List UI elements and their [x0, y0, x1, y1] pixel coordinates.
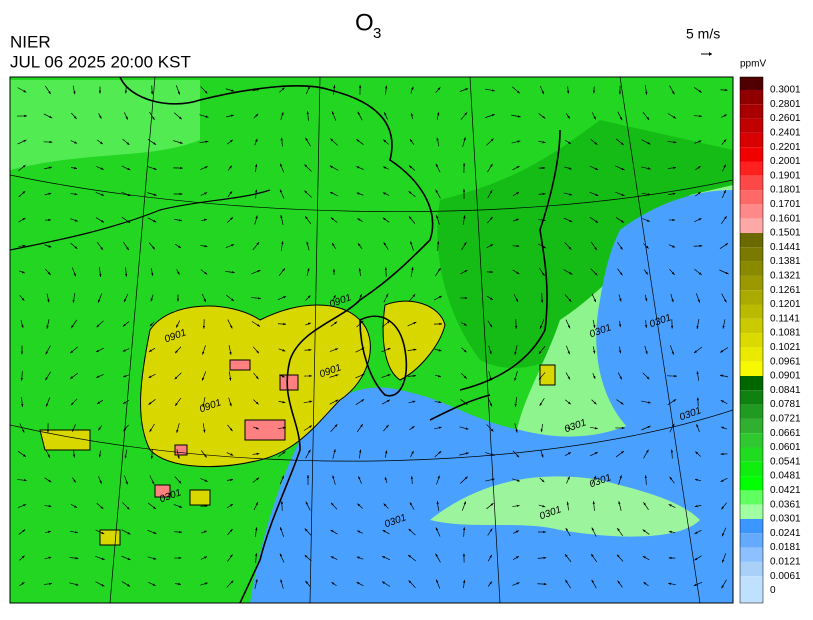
legend-swatch — [740, 90, 763, 104]
title-subscript: 3 — [373, 25, 381, 42]
legend-swatch — [740, 419, 763, 433]
legend-label: 0.1801 — [770, 185, 801, 196]
legend-swatch — [740, 562, 763, 576]
legend-swatch — [740, 390, 763, 404]
legend-swatch — [740, 204, 763, 218]
legend-swatch — [740, 147, 763, 161]
legend-swatch — [740, 190, 763, 204]
legend-label: 0.1261 — [770, 285, 801, 296]
wind-scale-label: 5 m/s — [686, 26, 720, 42]
wind-scale-arrowhead — [709, 52, 712, 56]
legend-swatch — [740, 305, 763, 319]
map: 0901090109010901030103010301030103010301… — [10, 77, 733, 603]
legend-label: 0.0181 — [770, 542, 801, 553]
legend-label: 0.2801 — [770, 99, 801, 110]
legend-label: 0.0781 — [770, 399, 801, 410]
legend-swatch — [740, 433, 763, 447]
legend-label: 0 — [770, 585, 776, 596]
legend-label: 0.1201 — [770, 299, 801, 310]
legend-label: 0.0121 — [770, 557, 801, 568]
legend-label: 0.1381 — [770, 256, 801, 267]
legend-label: 0.0361 — [770, 499, 801, 510]
legend-label: 0.0601 — [770, 442, 801, 453]
legend-swatch — [740, 333, 763, 347]
legend-swatch — [740, 319, 763, 333]
legend-label: 0.0901 — [770, 371, 801, 382]
legend-swatch — [740, 505, 763, 519]
legend-swatch — [740, 362, 763, 376]
legend-swatch — [740, 490, 763, 504]
legend-swatch — [740, 104, 763, 118]
legend-swatch — [740, 133, 763, 147]
legend-swatch — [740, 533, 763, 547]
legend-swatch — [740, 519, 763, 533]
legend-label: 0.0241 — [770, 528, 801, 539]
legend-swatch — [740, 162, 763, 176]
legend-label: 0.1321 — [770, 271, 801, 282]
legend-label: 0.1901 — [770, 170, 801, 181]
legend-swatch — [740, 233, 763, 247]
legend-label: 0.0421 — [770, 485, 801, 496]
legend-label: 0.1701 — [770, 199, 801, 210]
legend-label: 0.1441 — [770, 242, 801, 253]
legend: 0.3001 0.2801 0.2601 0.2401 0.2201 0.2001 0.19… — [740, 77, 801, 603]
legend-label: 0.0541 — [770, 456, 801, 467]
legend-swatch — [740, 176, 763, 190]
legend-label: 0.1081 — [770, 328, 801, 339]
legend-label: 0.0841 — [770, 385, 801, 396]
legend-label: 0.3001 — [770, 85, 801, 96]
legend-swatch — [740, 347, 763, 361]
legend-swatch — [740, 591, 763, 604]
legend-swatch — [740, 548, 763, 562]
legend-label: 0.2201 — [770, 142, 801, 153]
legend-label: 0.1601 — [770, 213, 801, 224]
legend-unit: ppmV — [740, 59, 766, 70]
legend-label: 0.0481 — [770, 471, 801, 482]
legend-swatch — [740, 476, 763, 490]
legend-label: 0.1141 — [770, 313, 800, 324]
legend-label: 0.2601 — [770, 113, 801, 124]
legend-swatch — [740, 77, 763, 90]
legend-label: 0.2001 — [770, 156, 801, 167]
legend-swatch — [740, 576, 763, 590]
title: O — [355, 9, 374, 36]
legend-swatch — [740, 448, 763, 462]
legend-label: 0.1021 — [770, 342, 801, 353]
legend-label: 0.0061 — [770, 571, 801, 582]
datetime: JUL 06 2025 20:00 KST — [10, 52, 191, 71]
legend-swatch — [740, 219, 763, 233]
legend-swatch — [740, 276, 763, 290]
legend-swatch — [740, 462, 763, 476]
agency: NIER — [10, 32, 51, 51]
legend-swatch — [740, 262, 763, 276]
legend-label: 0.2401 — [770, 128, 801, 139]
legend-swatch — [740, 405, 763, 419]
legend-swatch — [740, 376, 763, 390]
legend-swatch — [740, 290, 763, 304]
legend-label: 0.0961 — [770, 356, 801, 367]
legend-label: 0.1501 — [770, 228, 801, 239]
legend-swatch — [740, 247, 763, 261]
legend-label: 0.0661 — [770, 428, 801, 439]
legend-label: 0.0301 — [770, 514, 801, 525]
legend-swatch — [740, 119, 763, 133]
legend-label: 0.0721 — [770, 414, 801, 425]
